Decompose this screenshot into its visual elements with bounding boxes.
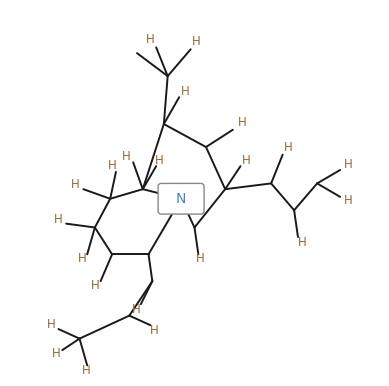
Text: H: H [91, 279, 100, 292]
Text: H: H [132, 303, 141, 317]
Text: H: H [343, 158, 352, 171]
Text: H: H [146, 33, 155, 46]
Text: N: N [176, 192, 186, 206]
Text: H: H [108, 159, 116, 172]
Text: H: H [51, 347, 60, 361]
Text: H: H [78, 252, 87, 266]
Text: H: H [155, 154, 164, 167]
Text: H: H [46, 318, 55, 330]
Text: H: H [122, 150, 131, 163]
Text: H: H [71, 178, 80, 191]
Text: H: H [196, 252, 205, 266]
Text: H: H [343, 194, 352, 207]
Text: H: H [284, 141, 293, 154]
Text: H: H [298, 236, 306, 249]
Text: H: H [238, 115, 247, 129]
Text: H: H [82, 364, 91, 377]
FancyBboxPatch shape [158, 183, 204, 214]
Text: H: H [54, 213, 63, 225]
Text: H: H [180, 85, 189, 98]
Text: H: H [150, 324, 159, 337]
Text: H: H [242, 154, 251, 167]
Text: H: H [192, 35, 201, 48]
